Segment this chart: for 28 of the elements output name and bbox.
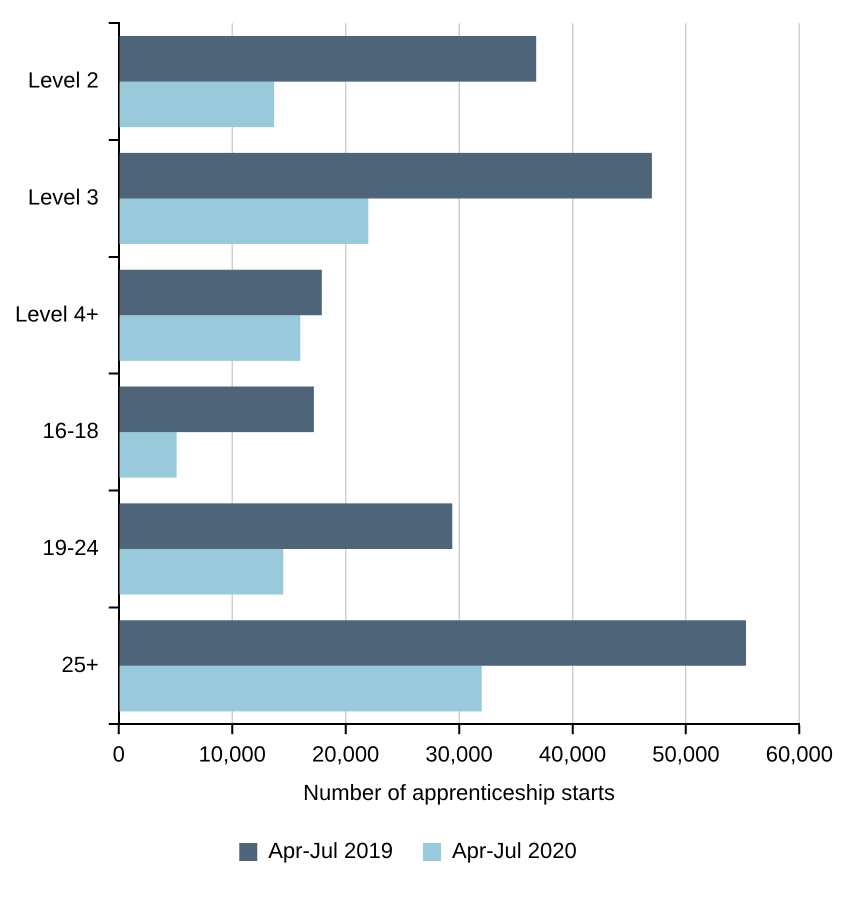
x-tick-label: 0 — [112, 741, 125, 766]
x-tick-label: 60,000 — [766, 741, 834, 766]
y-tick-label: Level 3 — [28, 184, 99, 210]
bar — [120, 198, 368, 244]
bar — [120, 620, 746, 666]
bar — [120, 548, 284, 595]
x-tick-label: 10,000 — [198, 741, 266, 766]
y-tick-label: 16-18 — [42, 418, 99, 444]
bar — [120, 315, 300, 361]
bar — [120, 36, 536, 82]
legend-label: Apr-Jul 2019 — [268, 838, 394, 864]
bar — [120, 386, 314, 432]
y-tick-label: Level 4+ — [14, 301, 99, 326]
bar — [120, 270, 322, 316]
bar — [120, 432, 177, 478]
x-axis-title: Number of apprenticeship starts — [303, 780, 615, 805]
x-tick-label: 40,000 — [538, 741, 606, 766]
x-tick-label: 30,000 — [425, 741, 493, 766]
y-tick-label: 25+ — [61, 652, 99, 677]
x-tick-label: 20,000 — [312, 741, 380, 766]
y-tick-label: 19-24 — [42, 535, 99, 560]
legend-label: Apr-Jul 2020 — [452, 838, 577, 864]
x-tick-label: 50,000 — [652, 741, 720, 766]
bar — [120, 152, 652, 198]
y-tick-label: Level 2 — [28, 68, 99, 93]
bar — [120, 666, 482, 712]
bar — [120, 503, 452, 549]
bar — [120, 82, 274, 128]
